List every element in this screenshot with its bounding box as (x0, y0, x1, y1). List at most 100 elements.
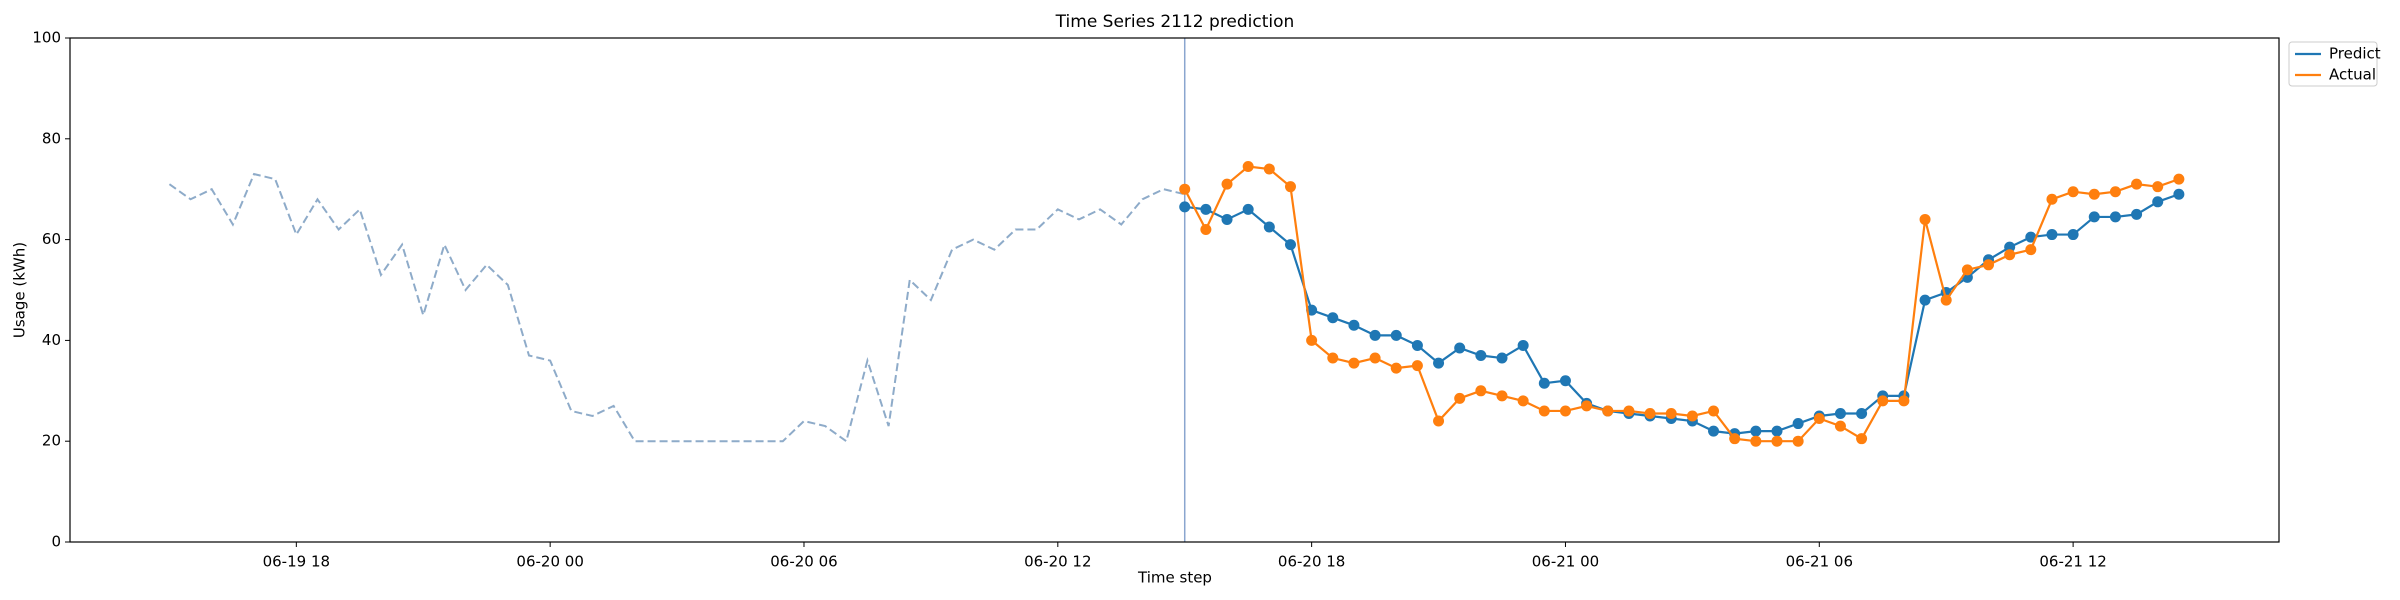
series-line (1183, 165, 2180, 443)
series-marker (1327, 352, 1339, 364)
series-marker (2131, 178, 2143, 190)
series-marker (1898, 395, 1910, 407)
series-marker (1940, 294, 1952, 306)
series-marker (1771, 435, 1783, 447)
x-tick-label: 06-20 18 (1278, 553, 1345, 571)
series-marker (1411, 360, 1423, 372)
series-marker (1221, 213, 1233, 225)
series-marker (1433, 415, 1445, 427)
y-tick-label: 80 (42, 129, 61, 147)
series-marker (2109, 211, 2121, 223)
y-tick-label: 100 (32, 29, 61, 47)
y-tick-label: 20 (42, 432, 61, 450)
x-tick-label: 06-20 06 (770, 553, 837, 571)
series-marker (1200, 203, 1212, 215)
series-marker (1961, 264, 1973, 276)
series-marker (1200, 224, 1212, 236)
series-marker (1496, 352, 1508, 364)
series-marker (1750, 435, 1762, 447)
series-marker (1856, 407, 1868, 419)
series-marker (1750, 425, 1762, 437)
series-marker (1919, 294, 1931, 306)
legend-label: Predict (2329, 45, 2381, 63)
legend-label: Actual (2329, 66, 2376, 84)
series-marker (2004, 241, 2016, 253)
history-line (168, 172, 1185, 443)
x-tick-label: 06-19 18 (263, 553, 330, 571)
series-marker (1559, 375, 1571, 387)
chart-title: Time Series 2112 prediction (1055, 12, 1295, 32)
series-marker (1263, 221, 1275, 233)
x-axis-label: Time step (1137, 569, 1212, 587)
series-marker (1708, 425, 1720, 437)
series-marker (1433, 357, 1445, 369)
series-marker (1284, 181, 1296, 193)
series-marker (1390, 329, 1402, 341)
series-marker (1306, 334, 1318, 346)
y-tick-label: 40 (42, 331, 61, 349)
series-marker (1348, 319, 1360, 331)
x-tick-label: 06-21 00 (1532, 553, 1599, 571)
series-marker (1390, 362, 1402, 374)
series-marker (1369, 329, 1381, 341)
series-marker (1454, 342, 1466, 354)
series-marker (1919, 213, 1931, 225)
series-marker (1644, 407, 1656, 419)
series-marker (1877, 395, 1889, 407)
series-marker (1834, 420, 1846, 432)
y-tick-label: 60 (42, 230, 61, 248)
x-tick-label: 06-20 12 (1024, 553, 1091, 571)
series-marker (1454, 392, 1466, 404)
series-marker (2004, 249, 2016, 261)
series-marker (1179, 183, 1191, 195)
y-axis-label: Usage (kWh) (11, 242, 29, 338)
series-marker (2152, 196, 2164, 208)
series-marker (1263, 163, 1275, 175)
series-marker (1771, 425, 1783, 437)
series-marker (1665, 407, 1677, 419)
series-marker (2152, 181, 2164, 193)
series-marker (2025, 231, 2037, 243)
series-marker (1221, 178, 1233, 190)
series-marker (1792, 435, 1804, 447)
series-marker (1517, 339, 1529, 351)
series-marker (2046, 229, 2058, 241)
series-marker (2067, 186, 2079, 198)
series-marker (1475, 385, 1487, 397)
series-marker (1284, 239, 1296, 251)
series-marker (1708, 405, 1720, 417)
series-marker (1538, 405, 1550, 417)
series-marker (1856, 433, 1868, 445)
plot-frame (69, 37, 2280, 543)
series-marker (1983, 259, 1995, 271)
series-marker (2088, 211, 2100, 223)
series-marker (1602, 405, 1614, 417)
series-marker (1242, 161, 1254, 173)
series-marker (2067, 229, 2079, 241)
series-marker (1179, 201, 1191, 213)
series-marker (2131, 208, 2143, 220)
series-marker (1327, 312, 1339, 324)
series-marker (1729, 433, 1741, 445)
series-marker (1369, 352, 1381, 364)
series-marker (1348, 357, 1360, 369)
x-tick-label: 06-21 06 (1786, 553, 1853, 571)
y-tick-label: 0 (51, 533, 61, 551)
series-marker (1792, 418, 1804, 430)
x-tick-label: 06-21 12 (2039, 553, 2106, 571)
series-marker (2046, 193, 2058, 205)
series-marker (1242, 203, 1254, 215)
series-marker (2025, 244, 2037, 256)
series-marker (1496, 390, 1508, 402)
series-marker (1475, 350, 1487, 362)
series-marker (1517, 395, 1529, 407)
series-marker (2173, 188, 2185, 200)
series-marker (1813, 413, 1825, 425)
series-marker (1538, 377, 1550, 389)
series-marker (1411, 339, 1423, 351)
series-marker (2088, 188, 2100, 200)
x-tick-label: 06-20 00 (516, 553, 583, 571)
series-marker (1686, 410, 1698, 422)
series-marker (2109, 186, 2121, 198)
